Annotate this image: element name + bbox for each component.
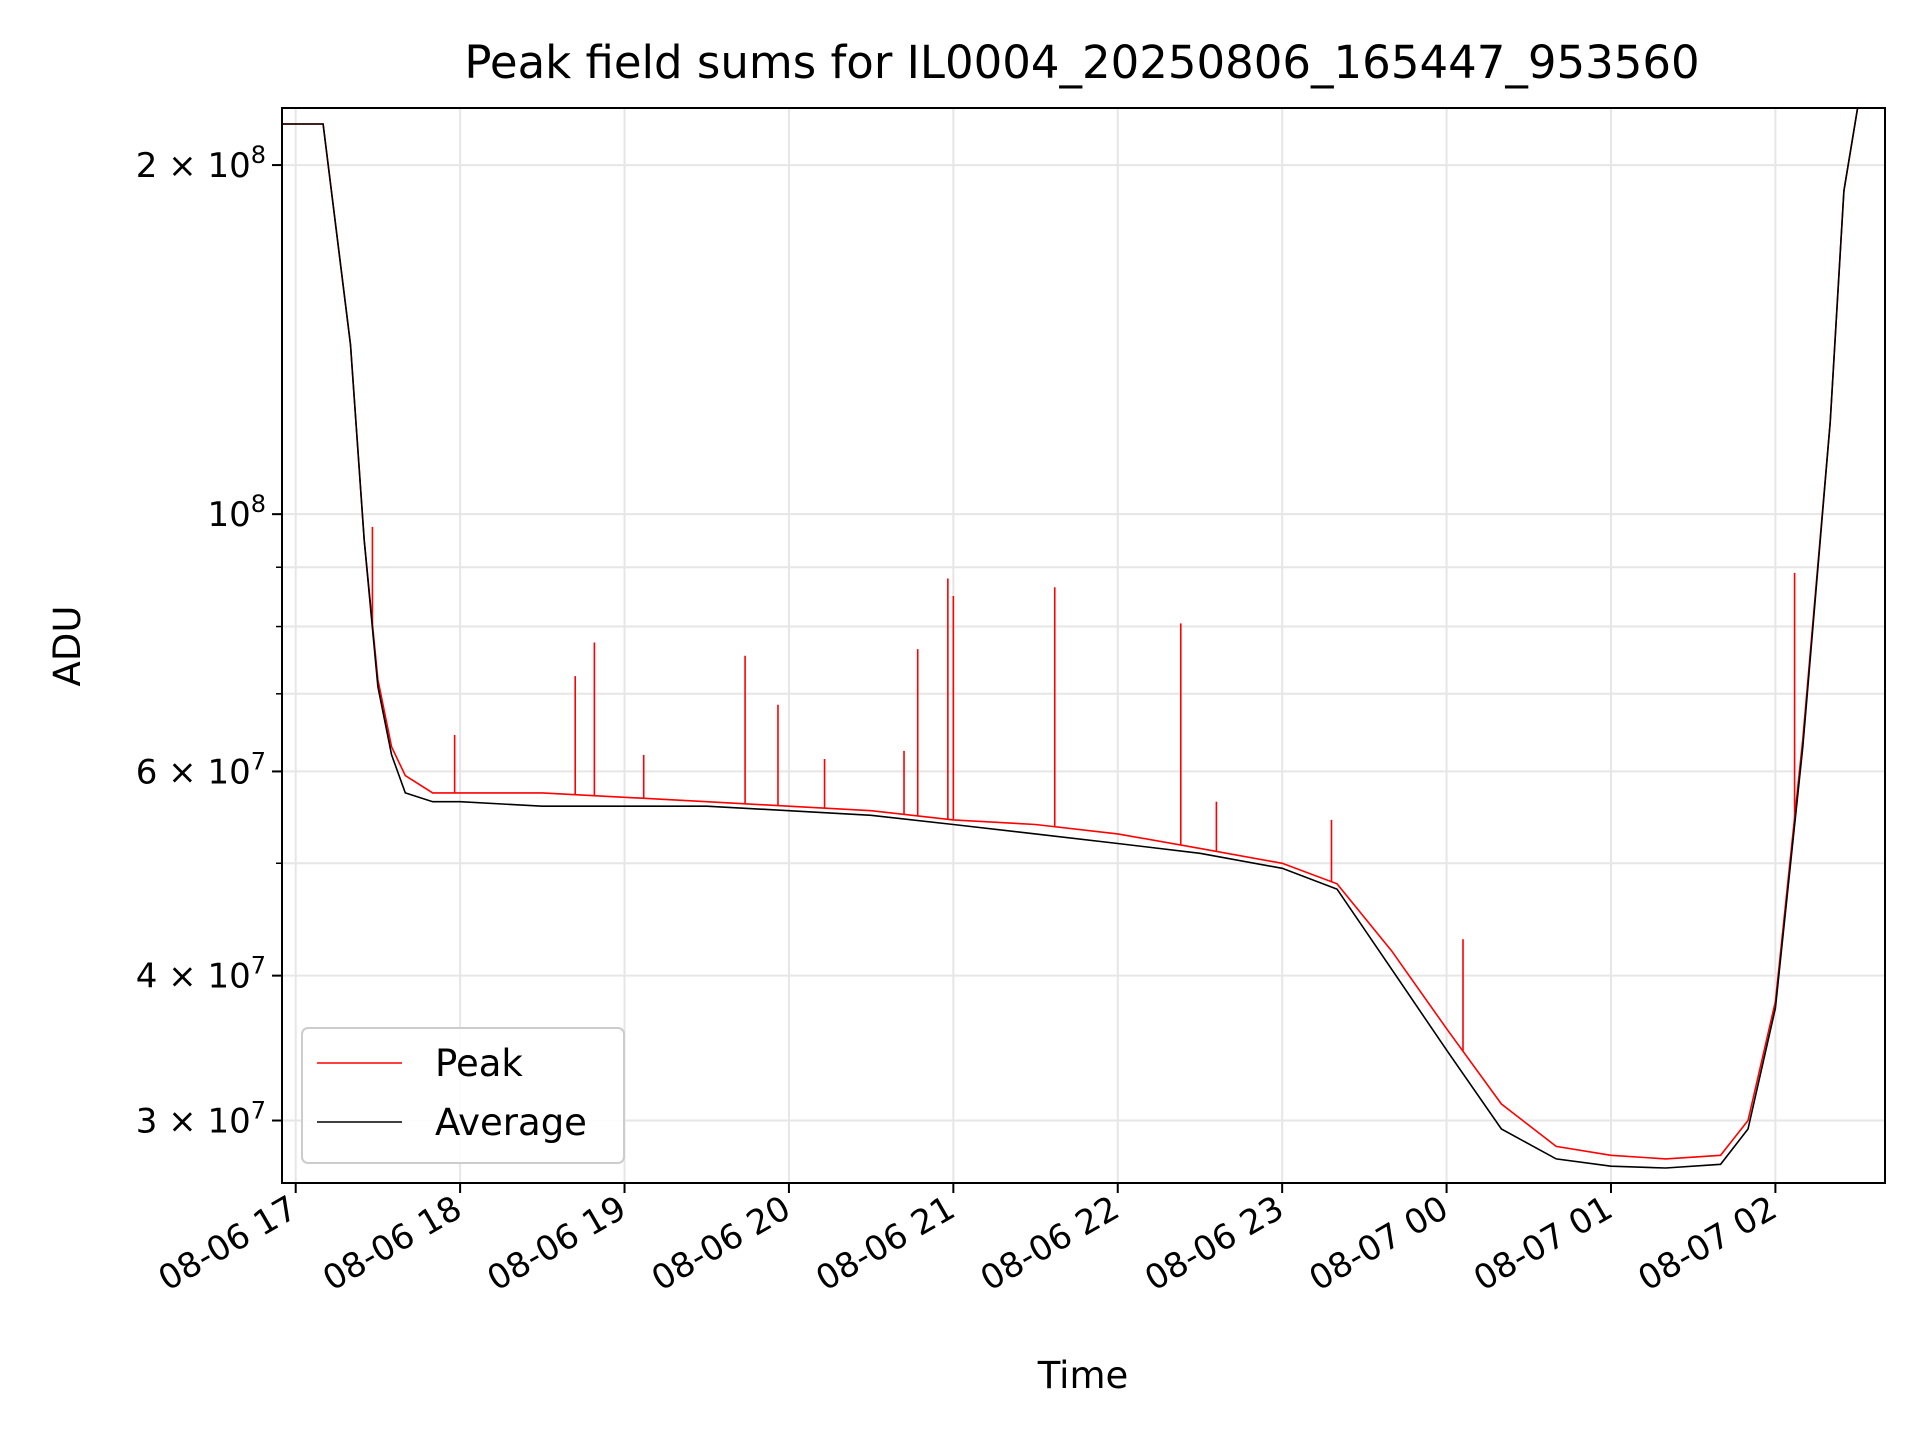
legend: Peak Average bbox=[301, 1027, 625, 1164]
y-axis: 3 × 107 4 × 107 6 × 107 108 2 × 108 bbox=[136, 141, 282, 1142]
series-line-average bbox=[282, 108, 1885, 1169]
y-tick-label: 3 × 107 bbox=[136, 1097, 266, 1142]
y-tick-label: 4 × 107 bbox=[136, 952, 266, 997]
legend-box bbox=[301, 1027, 625, 1164]
legend-average-label: Average bbox=[435, 1101, 587, 1144]
plot-area bbox=[282, 108, 1885, 1169]
legend-peak-label: Peak bbox=[435, 1042, 523, 1085]
series-line-peak bbox=[282, 108, 1885, 1160]
x-axis-label: Time bbox=[1037, 1354, 1129, 1397]
y-tick-label: 2 × 108 bbox=[136, 141, 266, 186]
y-axis-label: ADU bbox=[46, 606, 89, 687]
grid bbox=[282, 108, 1885, 1183]
series-group bbox=[282, 108, 1885, 1169]
axes-frame bbox=[281, 107, 1886, 1184]
y-tick-label: 108 bbox=[207, 490, 266, 535]
chart-title: Peak field sums for IL0004_20250806_1654… bbox=[464, 36, 1699, 89]
y-tick-label: 6 × 107 bbox=[136, 747, 266, 792]
